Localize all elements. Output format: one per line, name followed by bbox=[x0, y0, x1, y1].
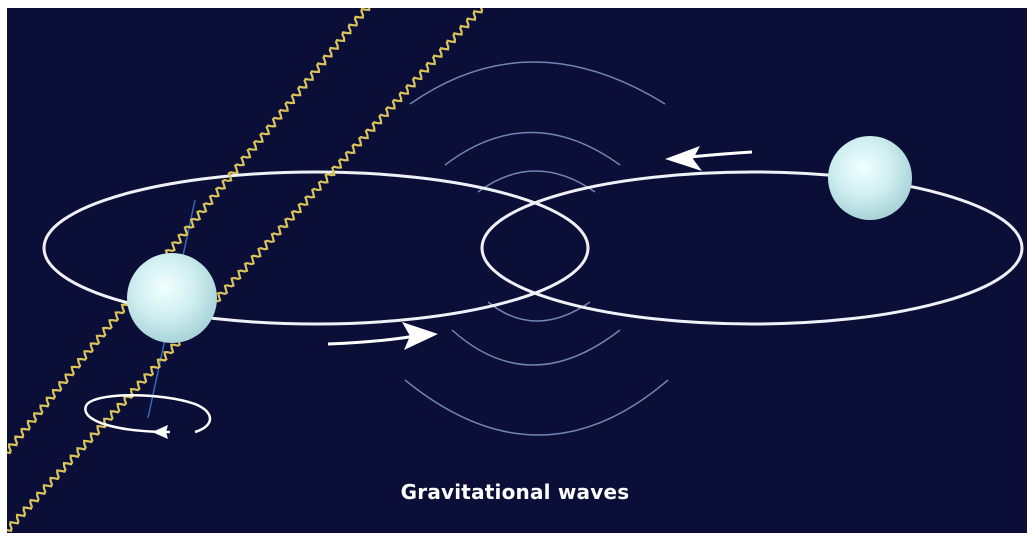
wave-ring bbox=[404, 379, 669, 436]
wave-ring bbox=[487, 301, 591, 322]
right-star bbox=[828, 136, 912, 220]
wave-ring bbox=[444, 131, 621, 166]
wave-rings-bottom bbox=[404, 301, 669, 436]
wave-ring bbox=[409, 61, 666, 105]
wavy-beam-1 bbox=[7, 8, 371, 454]
wave-rings-top bbox=[409, 61, 666, 193]
left-star bbox=[127, 253, 217, 343]
caption-title: Gravitational waves bbox=[400, 480, 630, 504]
wave-ring bbox=[477, 170, 596, 193]
wavy-beam-2 bbox=[7, 8, 484, 533]
orbit-arrow-top bbox=[665, 146, 753, 171]
spin-loop bbox=[84, 394, 212, 439]
right-orbit bbox=[480, 170, 1024, 326]
orbit-arrow-bottom bbox=[327, 322, 438, 350]
left-orbit bbox=[42, 170, 590, 326]
wave-ring bbox=[451, 329, 621, 366]
